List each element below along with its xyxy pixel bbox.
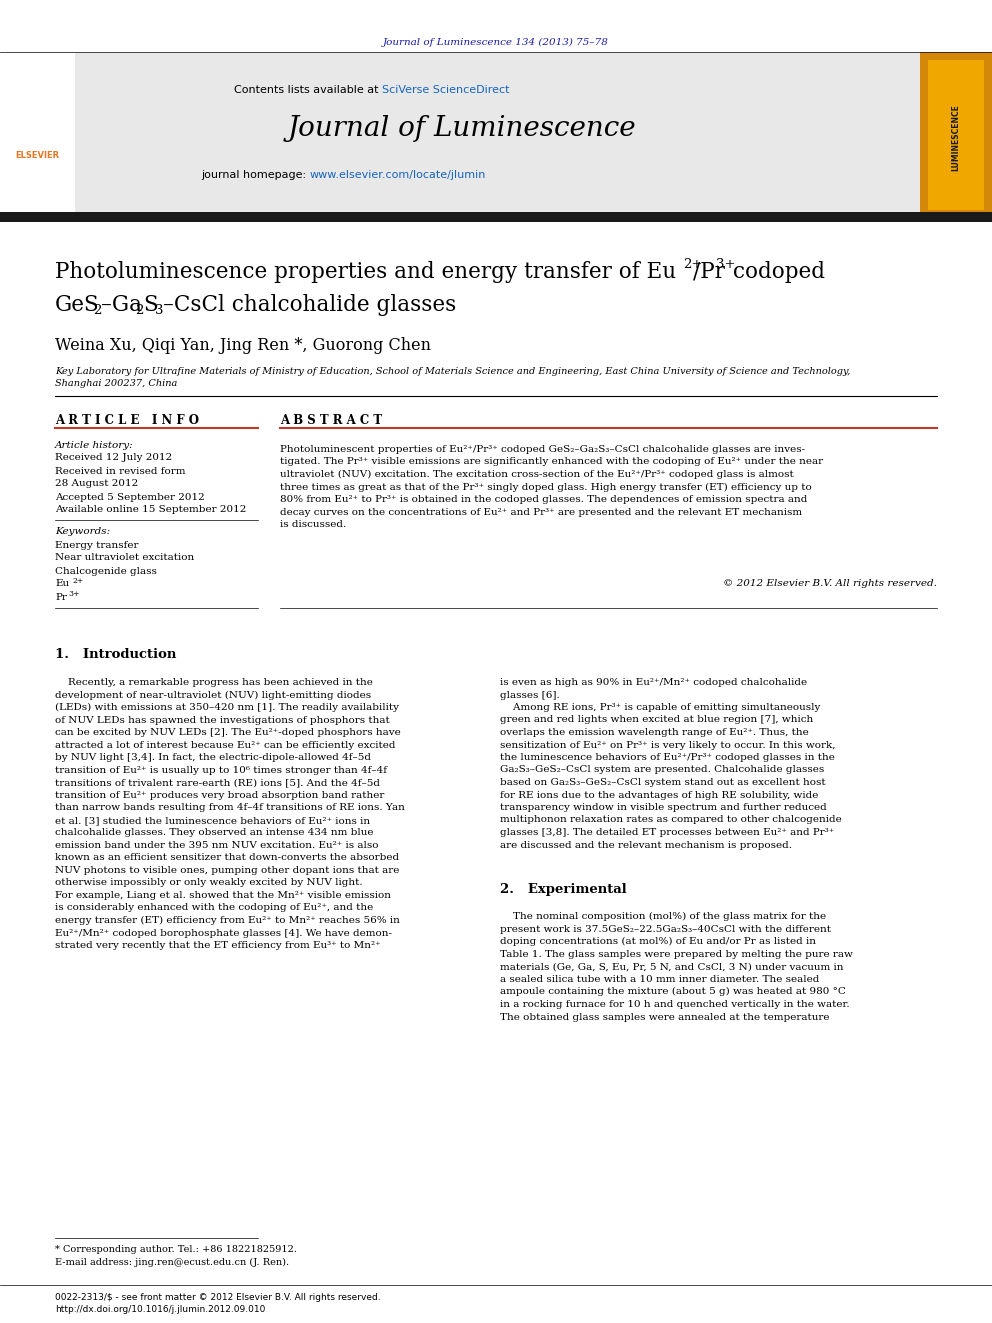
- Text: A B S T R A C T: A B S T R A C T: [280, 414, 382, 426]
- Bar: [928, 60, 984, 210]
- Text: Available online 15 September 2012: Available online 15 September 2012: [55, 505, 246, 515]
- Text: Pr: Pr: [55, 593, 66, 602]
- Text: 2: 2: [135, 304, 144, 318]
- Text: 2: 2: [93, 304, 101, 318]
- Text: Journal of Luminescence 134 (2013) 75–78: Journal of Luminescence 134 (2013) 75–78: [383, 37, 609, 46]
- Text: 2.   Experimental: 2. Experimental: [500, 884, 627, 897]
- Bar: [0, 212, 992, 222]
- Text: Shanghai 200237, China: Shanghai 200237, China: [55, 380, 178, 389]
- Text: Journal of Luminescence: Journal of Luminescence: [288, 115, 636, 142]
- Text: Accepted 5 September 2012: Accepted 5 September 2012: [55, 492, 204, 501]
- Text: Photoluminescent properties of Eu²⁺/Pr³⁺ codoped GeS₂–Ga₂S₃–CsCl chalcohalide gl: Photoluminescent properties of Eu²⁺/Pr³⁺…: [280, 445, 823, 529]
- Text: 3: 3: [155, 304, 164, 318]
- Text: * Corresponding author. Tel.: +86 18221825912.: * Corresponding author. Tel.: +86 182218…: [55, 1245, 297, 1254]
- Bar: [75, 52, 920, 216]
- Text: GeS: GeS: [55, 294, 100, 316]
- Text: –CsCl chalcohalide glasses: –CsCl chalcohalide glasses: [163, 294, 456, 316]
- Text: Eu: Eu: [55, 579, 69, 589]
- Text: is even as high as 90% in Eu²⁺/Mn²⁺ codoped chalcohalide
glasses [6].
    Among : is even as high as 90% in Eu²⁺/Mn²⁺ codo…: [500, 677, 842, 849]
- Text: Recently, a remarkable progress has been achieved in the
development of near-ult: Recently, a remarkable progress has been…: [55, 677, 405, 950]
- Text: Key Laboratory for Ultrafine Materials of Ministry of Education, School of Mater: Key Laboratory for Ultrafine Materials o…: [55, 368, 850, 377]
- Text: 1.   Introduction: 1. Introduction: [55, 648, 177, 662]
- Text: Near ultraviolet excitation: Near ultraviolet excitation: [55, 553, 194, 562]
- Text: 0022-2313/$ - see front matter © 2012 Elsevier B.V. All rights reserved.: 0022-2313/$ - see front matter © 2012 El…: [55, 1293, 381, 1302]
- Text: 3+: 3+: [716, 258, 735, 270]
- Text: journal homepage:: journal homepage:: [201, 169, 310, 180]
- Text: © 2012 Elsevier B.V. All rights reserved.: © 2012 Elsevier B.V. All rights reserved…: [723, 578, 937, 587]
- Text: ELSEVIER: ELSEVIER: [15, 151, 60, 160]
- Text: /Pr: /Pr: [693, 261, 725, 283]
- Text: Received in revised form: Received in revised form: [55, 467, 186, 475]
- Text: LUMINESCENCE: LUMINESCENCE: [951, 105, 960, 172]
- Text: Energy transfer: Energy transfer: [55, 541, 139, 549]
- Text: 2+: 2+: [72, 577, 83, 585]
- Text: 3+: 3+: [68, 590, 79, 598]
- Text: 28 August 2012: 28 August 2012: [55, 479, 138, 488]
- Text: http://dx.doi.org/10.1016/j.jlumin.2012.09.010: http://dx.doi.org/10.1016/j.jlumin.2012.…: [55, 1304, 266, 1314]
- Text: Contents lists available at: Contents lists available at: [234, 85, 382, 95]
- Text: The nominal composition (mol%) of the glass matrix for the
present work is 37.5G: The nominal composition (mol%) of the gl…: [500, 912, 853, 1021]
- Text: –Ga: –Ga: [101, 294, 142, 316]
- Text: E-mail address: jing.ren@ecust.edu.cn (J. Ren).: E-mail address: jing.ren@ecust.edu.cn (J…: [55, 1257, 289, 1266]
- Text: Received 12 July 2012: Received 12 July 2012: [55, 454, 173, 463]
- Text: codoped: codoped: [726, 261, 825, 283]
- Text: Keywords:: Keywords:: [55, 528, 110, 537]
- Text: A R T I C L E   I N F O: A R T I C L E I N F O: [55, 414, 199, 426]
- Text: S: S: [143, 294, 158, 316]
- Text: SciVerse ScienceDirect: SciVerse ScienceDirect: [382, 85, 510, 95]
- Text: Photoluminescence properties and energy transfer of Eu: Photoluminescence properties and energy …: [55, 261, 677, 283]
- Text: www.elsevier.com/locate/jlumin: www.elsevier.com/locate/jlumin: [310, 169, 486, 180]
- Text: Article history:: Article history:: [55, 441, 134, 450]
- Text: Weina Xu, Qiqi Yan, Jing Ren *, Guorong Chen: Weina Xu, Qiqi Yan, Jing Ren *, Guorong …: [55, 336, 431, 353]
- Text: Chalcogenide glass: Chalcogenide glass: [55, 566, 157, 576]
- Bar: [0, 52, 75, 216]
- Bar: [920, 52, 992, 216]
- Text: 2+: 2+: [683, 258, 702, 270]
